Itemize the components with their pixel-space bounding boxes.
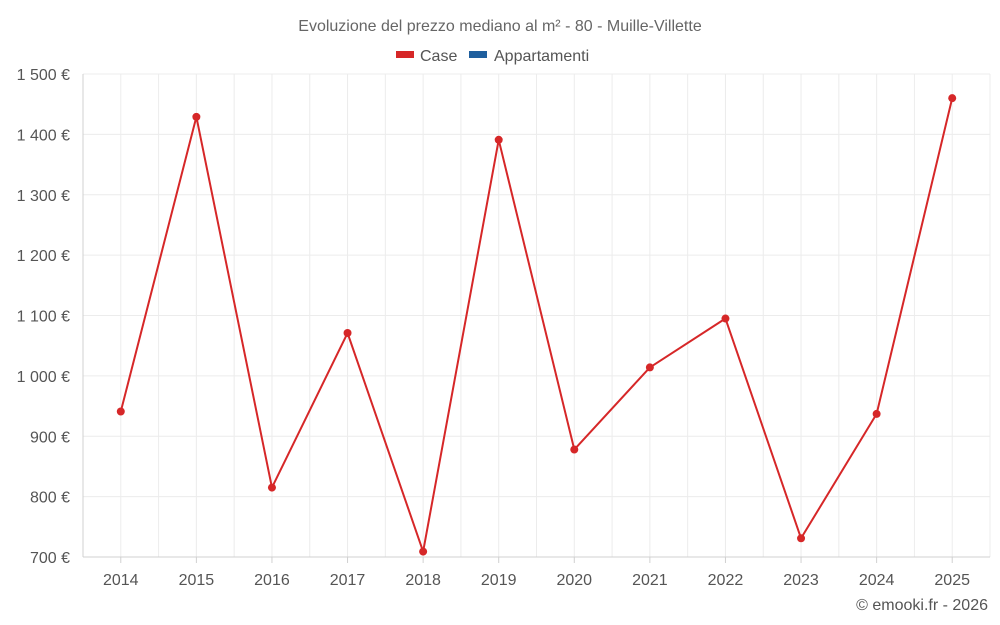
legend-swatch-appartamenti xyxy=(469,51,487,58)
series-line-case xyxy=(119,97,954,553)
data-point[interactable] xyxy=(948,94,957,103)
x-tick-label: 2019 xyxy=(481,572,517,589)
y-tick-label: 1 200 € xyxy=(17,248,70,265)
legend-swatch-case xyxy=(396,51,414,58)
data-point[interactable] xyxy=(645,363,654,372)
y-tick-label: 1 400 € xyxy=(17,127,70,144)
legend-label-case[interactable]: Case xyxy=(420,48,457,65)
x-axis-ticks: 2014 2015 2016 2017 2018 2019 2020 2021 2022 2023… xyxy=(103,557,970,589)
x-tick-label: 2016 xyxy=(254,572,290,589)
y-axis-ticks: 700 € 800 € 900 € 1 000 € 1 100 € 1 200 € 1 30… xyxy=(17,67,70,567)
data-point[interactable] xyxy=(872,409,881,418)
y-tick-label: 800 € xyxy=(30,490,70,507)
series-layer xyxy=(116,94,957,556)
x-tick-label: 2015 xyxy=(179,572,215,589)
data-point[interactable] xyxy=(192,112,201,121)
x-tick-label: 2023 xyxy=(783,572,819,589)
axes xyxy=(82,74,990,558)
legend: Case Appartamenti xyxy=(396,48,589,65)
data-point[interactable] xyxy=(419,547,428,556)
data-point[interactable] xyxy=(116,407,125,416)
x-tick-label: 2017 xyxy=(330,572,366,589)
data-point[interactable] xyxy=(267,483,276,492)
y-tick-label: 1 100 € xyxy=(17,309,70,326)
chart-title: Evoluzione del prezzo mediano al m² - 80… xyxy=(298,18,702,35)
x-tick-label: 2022 xyxy=(708,572,744,589)
x-tick-label: 2020 xyxy=(556,572,592,589)
x-tick-label: 2025 xyxy=(934,572,970,589)
data-point[interactable] xyxy=(343,329,352,338)
data-point[interactable] xyxy=(721,314,730,323)
x-tick-label: 2021 xyxy=(632,572,668,589)
x-tick-label: 2014 xyxy=(103,572,139,589)
x-tick-label: 2024 xyxy=(859,572,895,589)
legend-label-appartamenti[interactable]: Appartamenti xyxy=(494,48,589,65)
x-tick-label: 2018 xyxy=(405,572,441,589)
y-tick-label: 900 € xyxy=(30,429,70,446)
credit-text: © emooki.fr - 2026 xyxy=(856,597,988,614)
y-tick-label: 700 € xyxy=(30,550,70,567)
y-tick-label: 1 500 € xyxy=(17,67,70,84)
grid xyxy=(83,73,991,557)
data-point[interactable] xyxy=(570,445,579,454)
data-point[interactable] xyxy=(797,534,806,543)
data-point[interactable] xyxy=(494,135,503,144)
y-tick-label: 1 300 € xyxy=(17,188,70,205)
y-tick-label: 1 000 € xyxy=(17,369,70,386)
